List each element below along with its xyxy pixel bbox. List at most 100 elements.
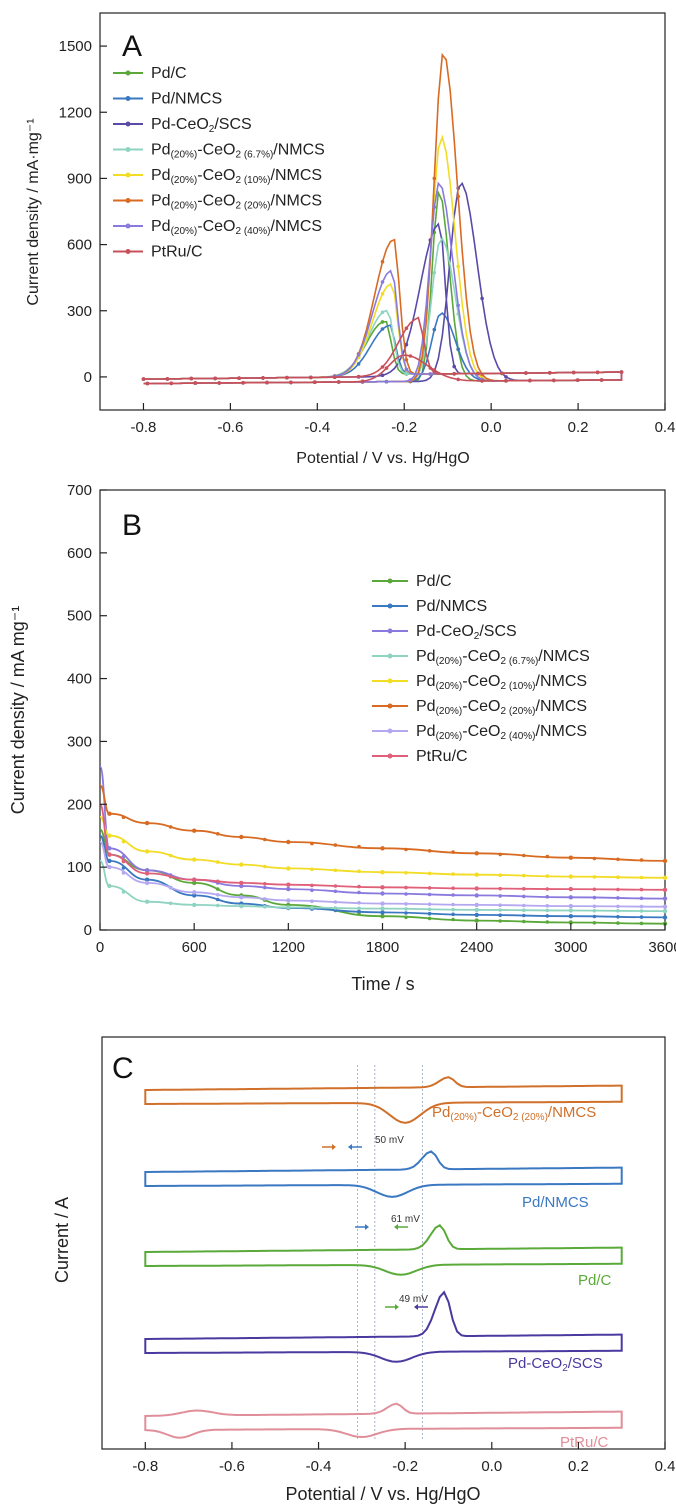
data-point — [545, 874, 550, 878]
legend-entry: Pd/C — [416, 573, 452, 590]
data-point — [427, 871, 432, 876]
data-point — [215, 879, 220, 884]
data-point — [121, 871, 126, 875]
data-point — [498, 886, 503, 891]
panel-c-x-label: Potential / V vs. Hg/HgO — [285, 1484, 480, 1504]
data-point — [639, 887, 644, 892]
data-point — [522, 894, 526, 899]
data-point — [168, 874, 173, 879]
data-point — [217, 381, 221, 385]
x-tick-label: -0.8 — [132, 1458, 158, 1475]
data-point — [427, 916, 432, 921]
data-point — [474, 913, 479, 917]
data-point — [145, 899, 149, 904]
data-point — [432, 205, 437, 209]
y-tick-label: 200 — [67, 796, 92, 813]
x-tick-label: 0.2 — [568, 419, 589, 436]
data-point — [456, 303, 461, 308]
data-point — [168, 901, 173, 906]
data-point — [333, 900, 338, 904]
data-point — [592, 921, 597, 925]
data-point — [552, 378, 556, 383]
data-point — [639, 915, 644, 919]
data-point — [356, 374, 361, 379]
legend-entry: Pd(20%)-CeO2 (6.7%)/NMCS — [151, 142, 325, 161]
data-point — [215, 860, 220, 864]
data-point — [545, 914, 550, 918]
data-point — [239, 881, 244, 885]
data-point — [616, 896, 620, 900]
data-point — [357, 909, 361, 914]
data-point — [189, 376, 194, 381]
data-point — [384, 366, 389, 370]
cv-curve-2 — [144, 1224, 623, 1276]
data-point — [263, 864, 267, 869]
legend-marker — [125, 96, 131, 101]
data-point — [616, 857, 620, 862]
data-point — [404, 847, 408, 852]
panel-c-frame — [101, 1036, 666, 1450]
data-point — [522, 913, 526, 918]
data-point — [261, 376, 265, 380]
data-point — [569, 887, 573, 891]
x-tick-label: -0.8 — [131, 419, 157, 436]
data-point — [451, 850, 455, 854]
legend-marker — [387, 703, 393, 709]
data-point — [145, 871, 149, 876]
data-point — [408, 378, 413, 382]
data-point — [427, 849, 432, 853]
data-point — [474, 886, 479, 891]
data-point — [569, 904, 573, 908]
x-tick-label: -0.2 — [392, 1458, 418, 1475]
panel-c-annotations: 50 mV 61 mV 49 mV — [322, 1135, 428, 1310]
data-point — [595, 370, 600, 375]
data-point — [522, 853, 526, 858]
y-tick-label: 1500 — [59, 38, 92, 55]
panel-b-y-ticks: 0 100 200 300 400 500 600 700 — [67, 482, 107, 939]
data-point — [571, 370, 576, 375]
data-point — [237, 376, 241, 381]
data-point — [145, 877, 149, 882]
x-tick-label: -0.4 — [306, 1458, 332, 1475]
data-point — [192, 893, 196, 898]
legend-entry: Pd(20%)-CeO2 (20%)/NMCS — [416, 698, 587, 717]
data-point — [107, 846, 112, 851]
data-point — [286, 905, 291, 910]
data-point — [121, 815, 126, 820]
data-point — [404, 885, 408, 890]
data-point — [427, 907, 432, 912]
y-tick-label: 500 — [67, 608, 92, 625]
data-point — [404, 902, 408, 906]
cv-curve-3 — [144, 1290, 623, 1363]
data-point — [384, 379, 389, 384]
data-point — [427, 892, 432, 897]
x-tick-label: -0.2 — [391, 419, 417, 436]
delta-annotation: 49 mV — [399, 1294, 428, 1305]
legend-entry: Pd/NMCS — [151, 91, 222, 108]
data-point — [168, 853, 173, 858]
data-point — [545, 908, 550, 913]
data-point — [498, 873, 503, 877]
data-point — [616, 909, 620, 913]
data-point — [192, 857, 196, 862]
panel-a-legend: Pd/C Pd/NMCS Pd-CeO2/SCS Pd(20%)-CeO2 (6.7%… — [113, 65, 325, 261]
panel-a-frame — [99, 12, 666, 411]
data-point — [380, 259, 385, 264]
data-point — [192, 890, 196, 895]
data-point — [504, 379, 508, 383]
data-point — [380, 310, 385, 315]
data-point — [498, 908, 503, 912]
legend-marker — [387, 678, 393, 684]
data-point — [333, 906, 338, 910]
cv-curve-0 — [144, 1076, 623, 1124]
shift-arrow-head — [332, 1144, 336, 1150]
data-point — [451, 872, 455, 876]
data-point — [662, 858, 668, 864]
y-tick-label: 600 — [67, 237, 92, 254]
data-point — [310, 883, 314, 888]
data-point — [662, 887, 668, 892]
data-point — [286, 840, 291, 844]
